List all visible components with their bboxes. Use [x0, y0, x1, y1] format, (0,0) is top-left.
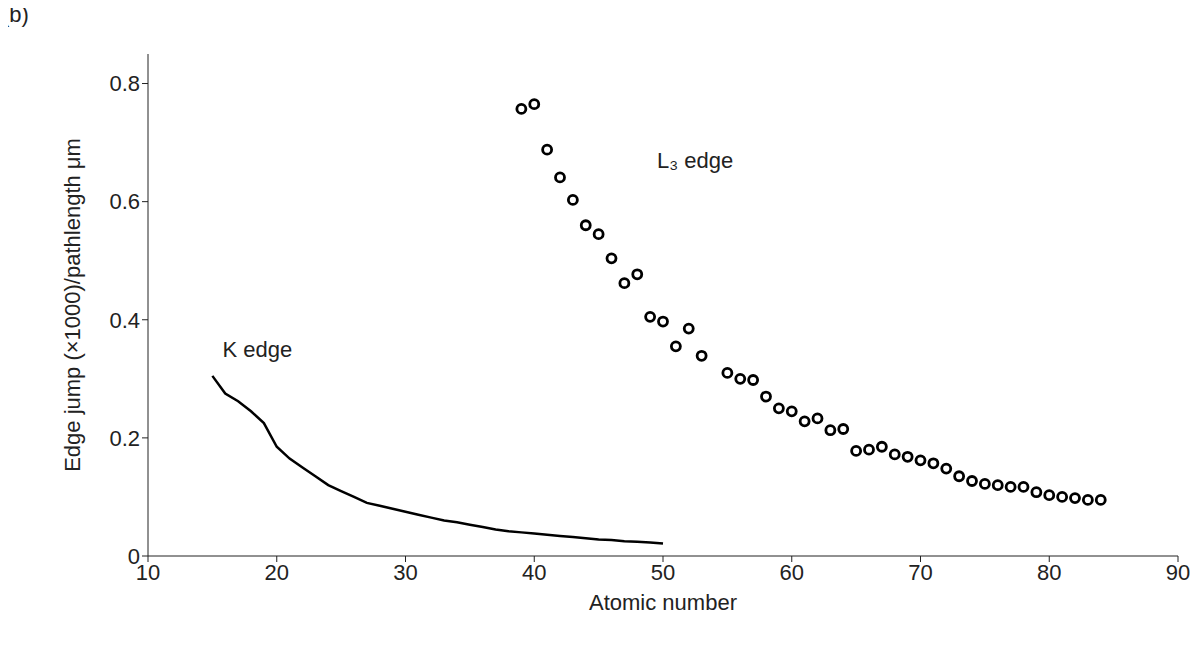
svg-text:K edge: K edge — [223, 337, 293, 362]
svg-text:80: 80 — [1037, 560, 1061, 585]
svg-text:0.6: 0.6 — [109, 189, 140, 214]
svg-text:0.4: 0.4 — [109, 308, 140, 333]
svg-text:90: 90 — [1166, 560, 1190, 585]
svg-text:Atomic number: Atomic number — [589, 590, 737, 615]
svg-text:40: 40 — [522, 560, 546, 585]
svg-text:L₃ edge: L₃ edge — [657, 148, 733, 173]
svg-text:0: 0 — [128, 544, 140, 569]
svg-text:10: 10 — [135, 559, 161, 585]
svg-text:0.2: 0.2 — [109, 426, 140, 451]
svg-text:70: 70 — [908, 560, 932, 585]
svg-text:50: 50 — [651, 560, 675, 585]
svg-text:30: 30 — [393, 560, 417, 585]
svg-text:20: 20 — [265, 560, 289, 585]
svg-text:60: 60 — [780, 560, 804, 585]
html-text:(b): (b) — [2, 2, 29, 27]
svg-text:Edge jump (×1000)/pathlength μ: Edge jump (×1000)/pathlength μm — [60, 138, 85, 472]
svg-text:0.8: 0.8 — [109, 71, 140, 96]
